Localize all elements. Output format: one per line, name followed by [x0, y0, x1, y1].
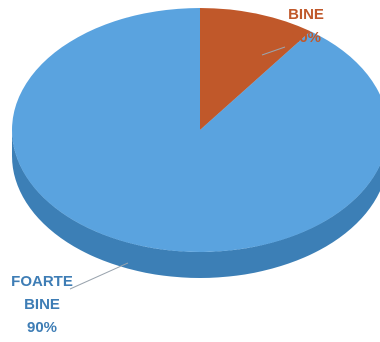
leader-line-bine: [261, 46, 286, 56]
slice-value-bine: 10%: [291, 29, 321, 46]
slice-label-foarte-line1: FOARTE: [11, 273, 73, 290]
pie-slice-bine: [200, 8, 311, 130]
slice-label-foarte-line2: BINE: [24, 296, 60, 313]
pie-side-foarte-bine: [12, 130, 380, 278]
slice-label-bine: BINE: [288, 6, 324, 23]
leader-line-foarte-bine: [69, 262, 129, 290]
pie-slice-foarte-bine: [12, 8, 380, 252]
slice-value-foarte-bine: 90%: [27, 319, 57, 336]
